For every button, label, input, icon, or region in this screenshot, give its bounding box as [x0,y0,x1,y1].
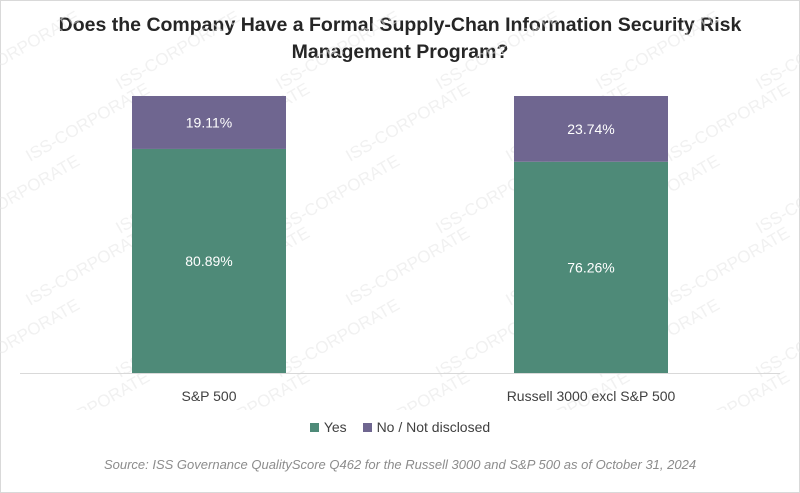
bar-no-1 [514,96,668,162]
bar-yes-1 [514,161,668,373]
data-label-yes-1: 76.26% [567,259,614,275]
watermark-text: ISS-CORPORATE [753,295,800,381]
watermark-text: ISS-CORPORATE [663,223,793,309]
legend: Yes No / Not disclosed [0,419,800,435]
watermark-text: ISS-CORPORATE [273,151,403,237]
x-tick-label-0: S&P 500 [181,388,236,404]
watermark-text: ISS-CORPORATE [753,151,800,237]
watermark-text: ISS-CORPORATE [753,7,800,93]
watermark-text: ISS-CORPORATE [593,7,723,93]
watermark-text: ISS-CORPORATE [273,7,403,93]
legend-item-yes: Yes [309,419,347,435]
watermark-text: ISS-CORPORATE [433,7,563,93]
data-label-yes-0: 80.89% [185,253,232,269]
watermark-layer: ISS-CORPORATE ISS-CORPORATE ISS-CORPORATE I… [0,7,800,410]
watermark-text: ISS-CORPORATE [113,7,243,93]
watermark-text: ISS-CORPORATE [273,295,403,381]
bars-layer [132,96,668,373]
legend-swatch-no [362,423,372,432]
x-tick-label-1: Russell 3000 excl S&P 500 [507,388,676,404]
legend-label-no: No / Not disclosed [376,419,491,435]
data-label-no-0: 19.11% [186,114,232,130]
data-label-no-1: 23.74% [567,121,614,137]
watermark-text: ISS-CORPORATE [343,223,473,309]
legend-label-yes: Yes [323,419,347,435]
watermark-text: ISS-CORPORATE [663,79,793,165]
watermark-text: ISS-CORPORATE [0,151,83,237]
bar-yes-0 [132,148,286,373]
chart-title: Does the Company Have a Formal Supply-Ch… [58,14,742,63]
watermark-text: ISS-CORPORATE [0,7,83,93]
legend-item-no: No / Not disclosed [362,419,491,435]
watermark-text: ISS-CORPORATE [0,295,83,381]
watermark-text: ISS-CORPORATE [343,79,473,165]
legend-swatch-yes [309,423,319,432]
bar-no-0 [132,96,286,149]
source-note: Source: ISS Governance QualityScore Q462… [103,457,697,472]
labels-layer: 80.89% 19.11% S&P 500 76.26% 23.74% Russell 3… [181,114,675,404]
stacked-bar-chart: ISS-CORPORATE ISS-CORPORATE ISS-CORPORATE I… [0,7,800,410]
